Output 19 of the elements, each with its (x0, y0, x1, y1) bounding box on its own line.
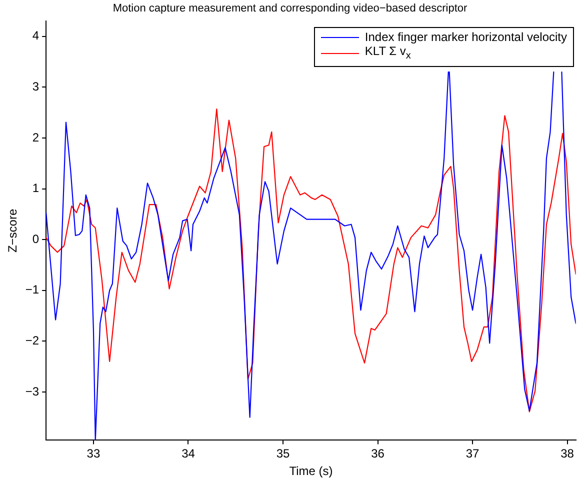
legend-label: Index finger marker horizontal velocity (364, 30, 567, 44)
x-tick-label: 38 (560, 446, 574, 461)
y-axis-title: Z−score (6, 208, 20, 253)
x-tick-label: 37 (466, 446, 480, 461)
legend-label: KLT Σ v$_{x}$ (364, 44, 411, 64)
y-tick-label: 4 (32, 28, 40, 43)
x-tick-label: 36 (371, 446, 385, 461)
y-tick-label: 3 (32, 80, 40, 94)
x-tick-label: 35 (276, 446, 290, 461)
chart-title: Motion capture measurement and corresponding video−based descriptor (112, 2, 468, 15)
y-tick-label: −3 (25, 384, 40, 398)
x-axis-title: Time (s) (289, 464, 333, 478)
y-tick-label: −1 (25, 282, 40, 297)
x-tick-label: 34 (182, 446, 196, 461)
x-tick-label: 33 (86, 446, 100, 461)
y-tick-label: 1 (32, 181, 40, 196)
y-tick-label: −2 (25, 333, 40, 348)
y-tick-label: 2 (32, 130, 40, 144)
y-tick-label: 0 (32, 232, 40, 246)
